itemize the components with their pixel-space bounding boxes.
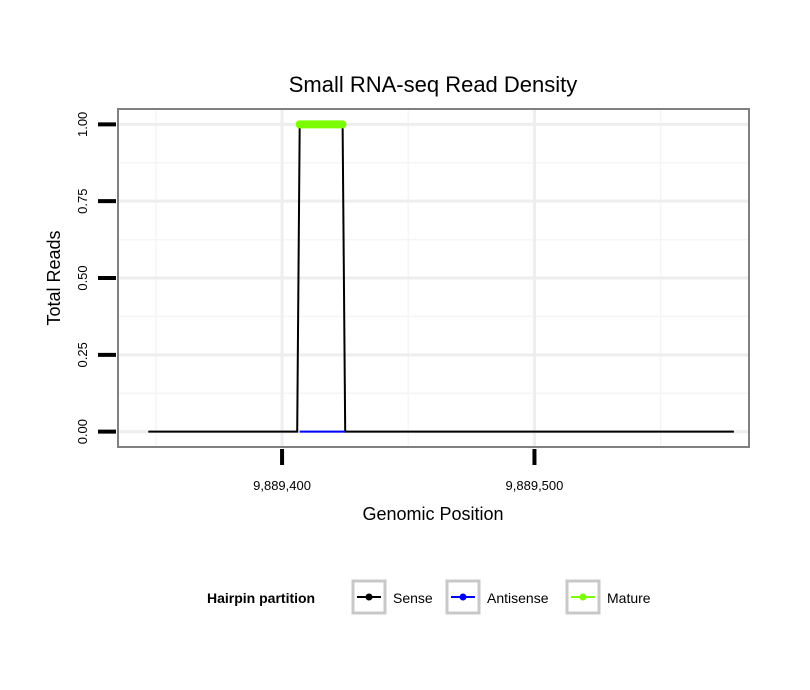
x-axis: 9,889,400 9,889,500 xyxy=(253,449,563,493)
x-tick-label: 9,889,500 xyxy=(506,478,564,493)
legend-key-point-antisense xyxy=(459,593,467,601)
y-axis: 0.00 0.25 0.50 0.75 1.00 xyxy=(75,112,116,444)
y-tick-label: 1.00 xyxy=(75,112,90,137)
y-axis-title: Total Reads xyxy=(44,230,64,325)
legend-label-mature: Mature xyxy=(607,590,651,606)
legend: Hairpin partition Sense Antisense Mature xyxy=(207,579,651,615)
legend-title: Hairpin partition xyxy=(207,590,315,606)
grid xyxy=(118,109,749,447)
y-tick-label: 0.75 xyxy=(75,189,90,214)
legend-label-sense: Sense xyxy=(393,590,433,606)
legend-key-point-sense xyxy=(365,593,373,601)
chart-title: Small RNA-seq Read Density xyxy=(289,72,578,97)
x-axis-title: Genomic Position xyxy=(362,504,503,524)
y-tick-label: 0.50 xyxy=(75,265,90,290)
x-tick-label: 9,889,400 xyxy=(253,478,311,493)
y-tick-label: 0.00 xyxy=(75,419,90,444)
y-tick-label: 0.25 xyxy=(75,342,90,367)
legend-key-point-mature xyxy=(579,593,587,601)
series-layer xyxy=(148,120,734,433)
legend-label-antisense: Antisense xyxy=(487,590,549,606)
plot-panel-border xyxy=(117,108,750,448)
